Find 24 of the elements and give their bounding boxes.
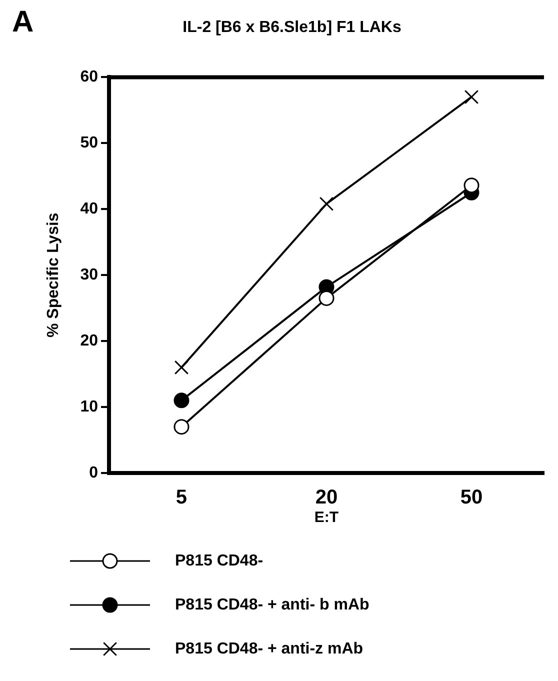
y-tick-label: 20	[80, 332, 98, 350]
y-tick-label: 50	[80, 134, 98, 152]
x-tick-label: 50	[460, 486, 483, 509]
point	[174, 360, 189, 375]
y-tick-label: 40	[80, 200, 98, 218]
point	[464, 90, 479, 104]
y-tick-label: 60	[80, 68, 98, 86]
y-tick-label: 10	[80, 398, 98, 416]
point	[464, 178, 480, 194]
legend-label: P815 CD48- + anti-z mAb	[175, 640, 364, 658]
x-axis-title: E:T	[314, 509, 339, 526]
chart-title: IL-2 [B6 x B6.Sle1b] F1 LAKs	[182, 19, 402, 36]
x-tick-label: 5	[176, 486, 188, 509]
text: A	[12, 5, 34, 38]
point	[174, 392, 190, 408]
point	[174, 419, 190, 435]
legend-label: P815 CD48- + anti- b mAb	[175, 596, 370, 614]
y-tick-label: 30	[80, 266, 98, 284]
point	[319, 196, 334, 211]
legend-label: P815 CD48-	[175, 552, 264, 570]
y-tick-label: 0	[89, 464, 98, 482]
x-tick-label: 20	[315, 486, 338, 509]
y-axis-title: % Specific Lysis	[45, 212, 62, 338]
point	[318, 290, 334, 306]
